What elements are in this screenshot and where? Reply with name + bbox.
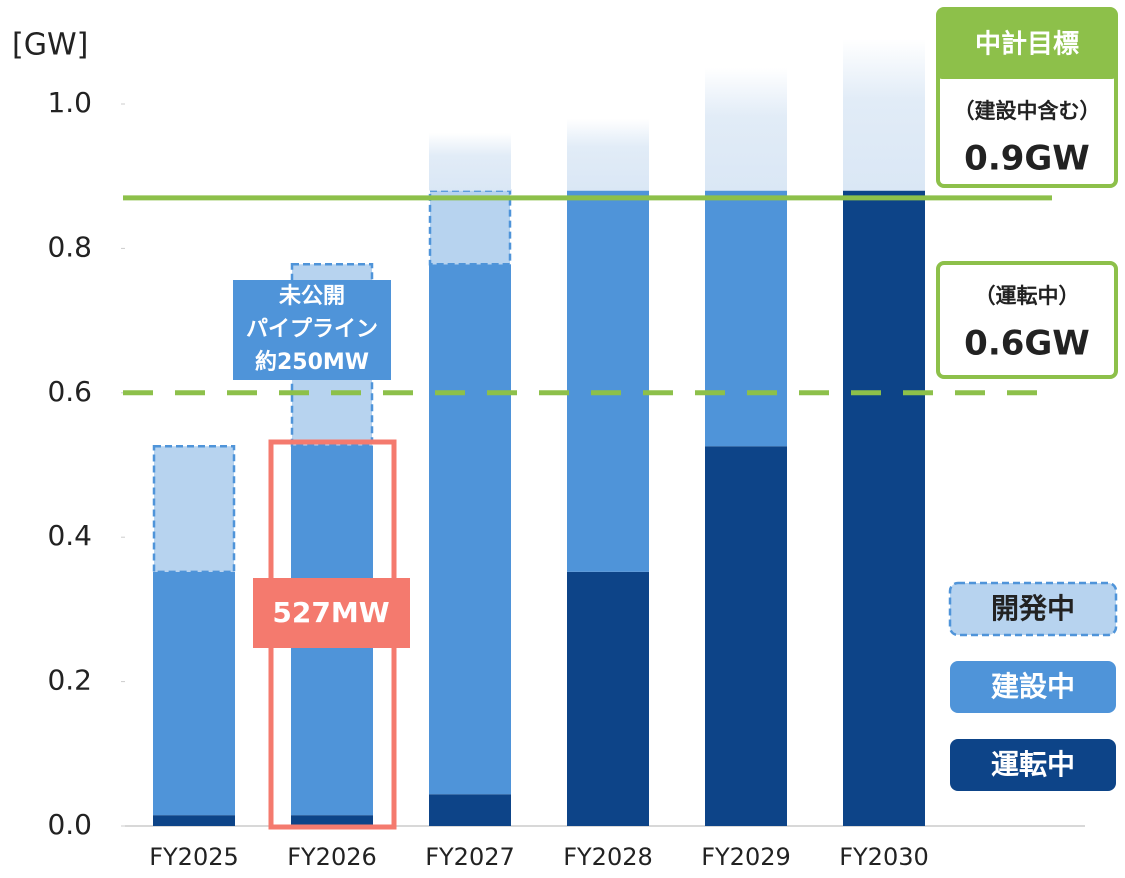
bar-segment (428, 189, 512, 266)
bar-segment (429, 794, 511, 826)
highlight-box (253, 578, 410, 648)
pipeline-box (233, 280, 391, 380)
upside-bar (429, 132, 511, 191)
x-tick-label: FY2027 (425, 843, 515, 871)
highlight-label: 527MW (272, 596, 389, 629)
y-tick-label: 1.0 (47, 86, 92, 119)
x-tick-label: FY2029 (701, 843, 791, 871)
y-tick-label: 0.0 (47, 808, 92, 841)
pipeline-label: 約250MW (255, 349, 369, 375)
target-label: （建設中含む） (954, 99, 1101, 123)
x-tick-label: FY2028 (563, 843, 653, 871)
bar-segment (152, 444, 236, 574)
x-tick-label: FY2030 (839, 843, 929, 871)
bar-segment (567, 571, 649, 826)
target-header-box (938, 9, 1116, 79)
target-value: 0.6GW (964, 324, 1090, 364)
pipeline-label: パイプライン (246, 317, 378, 342)
y-tick-label: 0.6 (47, 375, 92, 408)
upside-bar (705, 67, 787, 191)
bar-segment (705, 190, 787, 447)
bar-segment (153, 571, 235, 816)
y-tick-label: 0.8 (47, 230, 92, 263)
x-tick-label: FY2025 (149, 843, 239, 871)
bar-segment (705, 446, 787, 826)
target-header: 中計目標 (975, 29, 1079, 60)
upside-bar (567, 118, 649, 191)
target-value: 0.9GW (964, 139, 1090, 179)
y-tick-label: 0.2 (47, 664, 92, 697)
legend-swatch (950, 739, 1116, 791)
pipeline-label: 未公開 (279, 284, 345, 309)
legend-swatch (950, 661, 1116, 713)
target-label: （運転中） (975, 284, 1080, 308)
legend-swatch (948, 581, 1118, 637)
legend-label: 運転中 (991, 748, 1075, 781)
y-tick-label: 0.4 (47, 519, 92, 552)
y-unit: [GW] (12, 28, 88, 63)
target-box (936, 261, 1118, 379)
legend-label: 開発中 (991, 592, 1075, 625)
x-tick-label: FY2026 (287, 843, 377, 871)
bar-segment (567, 190, 649, 572)
bar-segment (153, 815, 235, 826)
bar-segment (291, 815, 373, 826)
bar-segment (843, 190, 925, 826)
bar-segment (429, 264, 511, 795)
upside-bar (843, 39, 925, 191)
legend-label: 建設中 (991, 670, 1075, 703)
